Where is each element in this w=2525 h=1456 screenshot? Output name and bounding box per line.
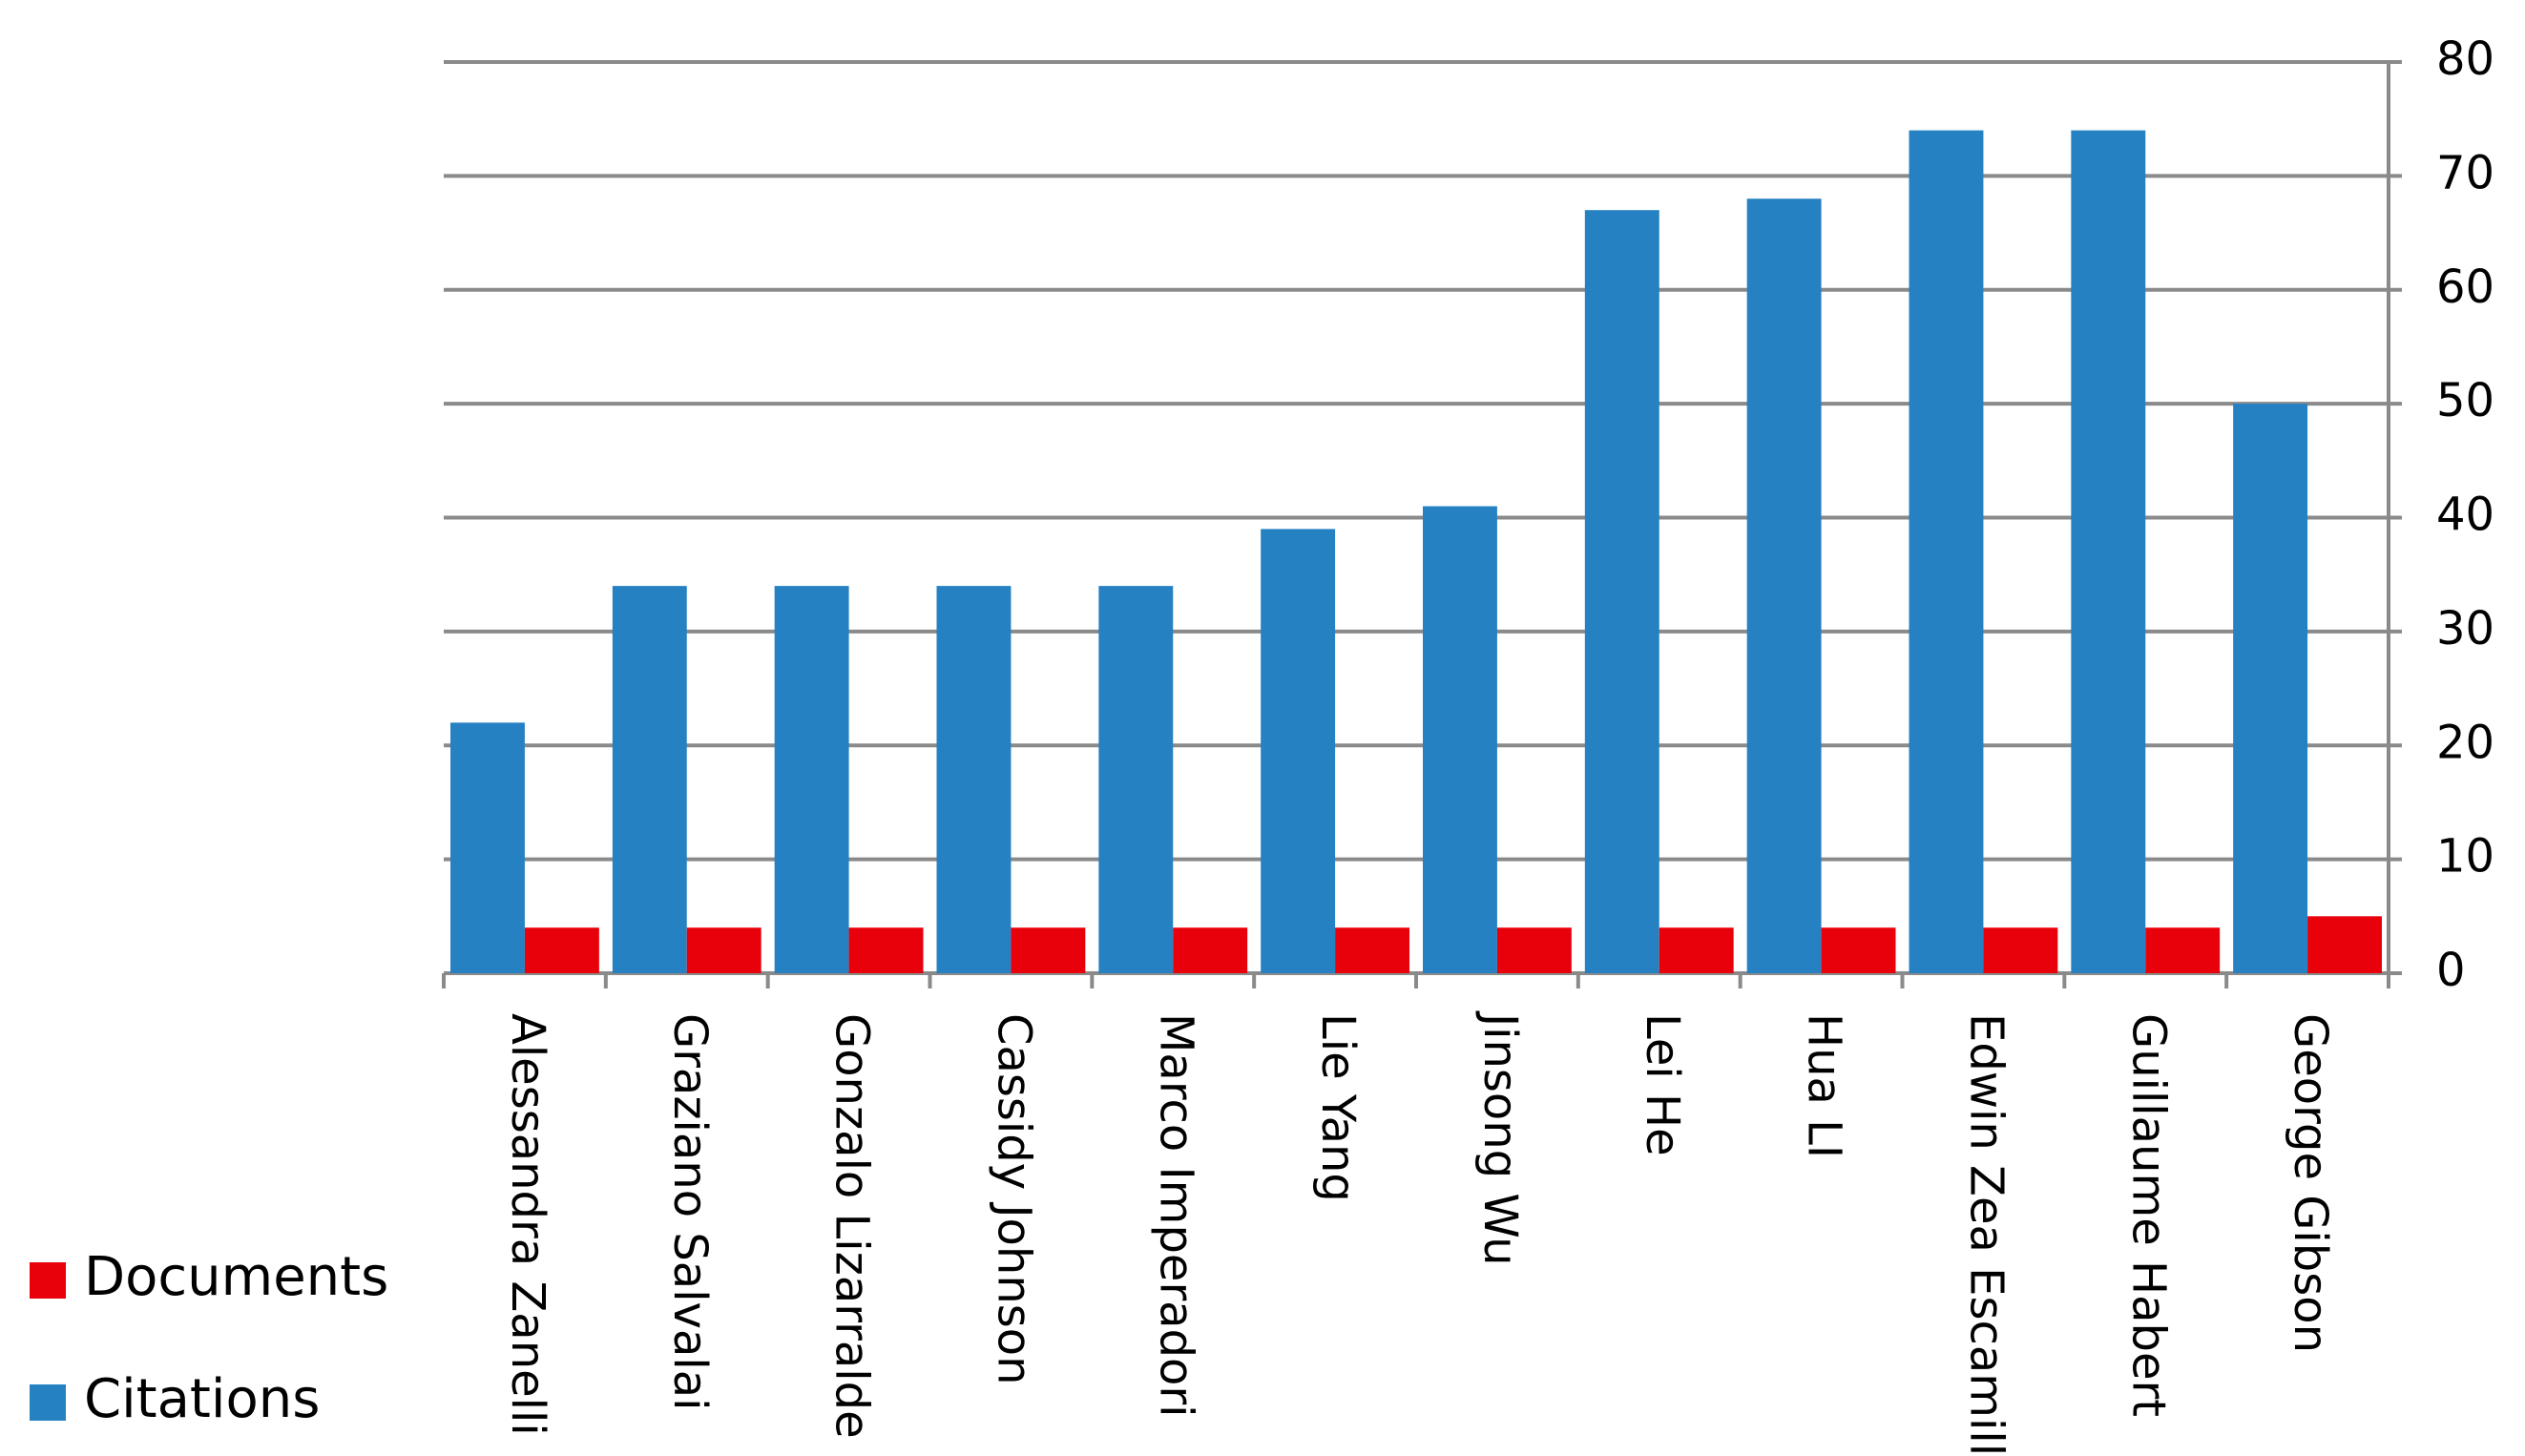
legend-swatch [30,1384,66,1421]
bar [1821,927,1896,973]
y-tick-label: 50 [2436,374,2494,427]
x-tick-label: Alessandra Zanelli [501,1013,554,1436]
y-tick-label: 0 [2436,944,2466,997]
x-tick-label: George Gibson [2284,1013,2337,1353]
legend-swatch [30,1262,66,1299]
x-tick-label: Hua LI [1798,1013,1851,1158]
bar [1584,210,1659,973]
bar [612,586,687,973]
bar [848,927,924,973]
bar [1011,927,1086,973]
bar [1983,927,2058,973]
bar [1746,198,1822,973]
bar [1423,506,1497,973]
bar [450,722,525,973]
bar [2145,927,2221,973]
bar [2307,916,2382,973]
y-tick-label: 60 [2436,260,2494,314]
y-tick-label: 40 [2436,489,2494,542]
x-tick-label: Gonzalo Lizarralde [825,1013,879,1439]
y-tick-label: 30 [2436,602,2494,655]
bar [1173,927,1248,973]
x-tick-label: Edwin Zea Escamilla [1959,1013,2013,1456]
x-tick-label: Jinsong Wu [1473,1010,1527,1266]
bar [524,927,599,973]
bar [2233,404,2308,973]
x-tick-label: Cassidy Johnson [987,1013,1040,1385]
y-tick-label: 10 [2436,830,2494,884]
legend-label: Citations [84,1368,320,1430]
legend-label: Documents [84,1246,388,1308]
bar [1261,529,1336,973]
bar [2071,130,2146,973]
y-tick-label: 70 [2436,146,2494,199]
bar [1909,130,1984,973]
x-tick-label: Graziano Salvalai [663,1013,717,1410]
x-tick-label: Lei He [1636,1013,1689,1156]
x-tick-label: Guillaume Habert [2121,1013,2175,1417]
bar [686,927,762,973]
bar [1335,927,1409,973]
bar [774,586,849,973]
bar [936,586,1012,973]
bar [1098,586,1174,973]
bar [1496,927,1572,973]
x-tick-label: Marco Imperadori [1149,1013,1202,1418]
x-tick-label: Lie Yang [1311,1013,1365,1202]
y-tick-label: 80 [2436,32,2494,86]
y-tick-label: 20 [2436,716,2494,769]
bar [1659,927,1734,973]
